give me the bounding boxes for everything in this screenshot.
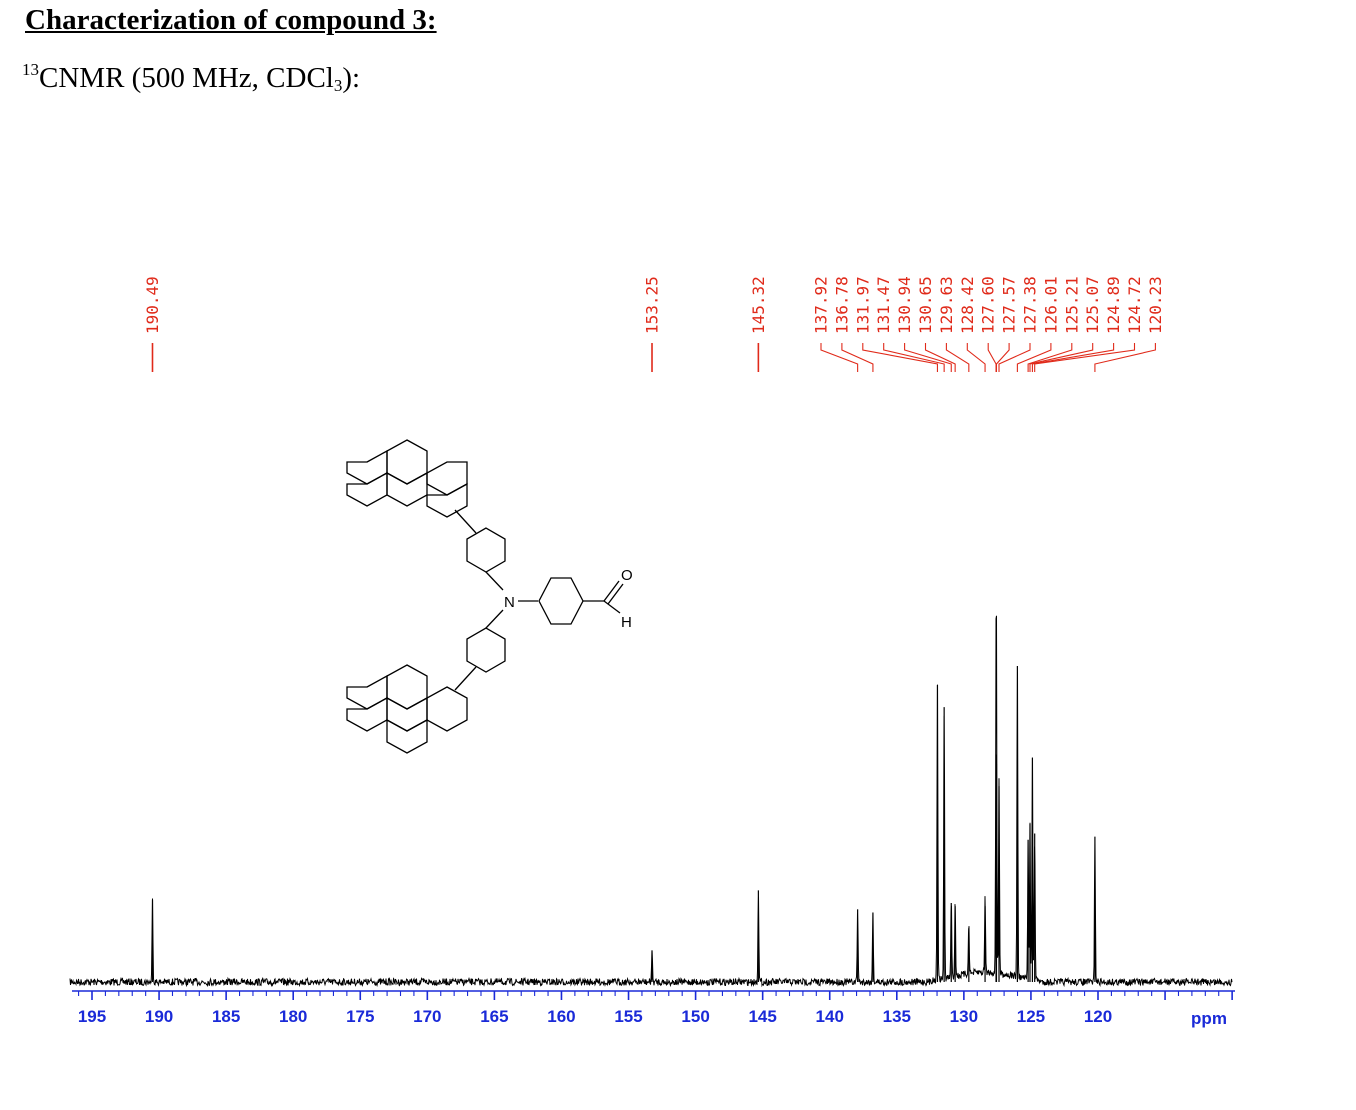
- nmr-conditions-text: CNMR (500 MHz, CDCl: [39, 62, 334, 94]
- peak-label-connector: [904, 343, 952, 372]
- phenyl-upper: [466, 527, 506, 573]
- peak-label-connector: [862, 343, 938, 372]
- peak-label-130.65: 130.65: [916, 276, 935, 334]
- peak-label-129.63: 129.63: [937, 276, 956, 334]
- tick-label-140: 140: [816, 1007, 844, 1026]
- spectrum-line: [69, 615, 1233, 988]
- peak-label-190.49: 190.49: [143, 276, 162, 334]
- peak-label-124.89: 124.89: [1104, 276, 1123, 334]
- pyrene-lower-ring-4: [386, 696, 428, 732]
- peak-label-connector: [987, 343, 997, 372]
- pyrene-upper-ring-2: [346, 449, 388, 485]
- peak-label-125.07: 125.07: [1083, 276, 1102, 334]
- peak-label-131.47: 131.47: [874, 276, 893, 334]
- tick-label-185: 185: [212, 1007, 240, 1026]
- tick-label-195: 195: [78, 1007, 106, 1026]
- oxygen-atom-label: O: [621, 567, 633, 584]
- peak-label-connectors: [151, 343, 1156, 372]
- phenyl-right: [538, 577, 584, 625]
- carbonyl-bond-2: [607, 583, 624, 605]
- pyrene-lower-ring-1: [386, 664, 428, 710]
- peak-label-connector: [924, 343, 956, 372]
- hydrogen-atom-label: H: [621, 614, 632, 631]
- peak-label-145.32: 145.32: [749, 276, 768, 334]
- peak-label-connector: [841, 343, 874, 372]
- tick-label-155: 155: [614, 1007, 642, 1026]
- peak-label-127.57: 127.57: [1000, 276, 1019, 334]
- spectrum-trace: [69, 615, 1233, 988]
- peak-labels: 190.49 153.25 145.32 137.92 136.78 131.97 131.…: [143, 276, 1165, 334]
- tick-label-170: 170: [413, 1007, 441, 1026]
- page-title: Characterization of compound 3:: [25, 4, 437, 36]
- peak-label-128.42: 128.42: [958, 276, 977, 334]
- tick-label-150: 150: [681, 1007, 709, 1026]
- peak-label-connector: [1094, 343, 1156, 372]
- peak-label-124.72: 124.72: [1125, 276, 1144, 334]
- tick-label-125: 125: [1017, 1007, 1045, 1026]
- pyrene-upper-ring-3: [426, 461, 468, 496]
- tick-label-130: 130: [950, 1007, 978, 1026]
- n-bond-upper: [485, 571, 504, 591]
- isotope-superscript: 13: [22, 60, 39, 79]
- peak-label-connector: [1034, 343, 1136, 372]
- peak-label-connector: [1029, 343, 1094, 372]
- aldehyde-h-bond: [603, 600, 621, 614]
- carbonyl-bond-1: [603, 580, 620, 602]
- pyrene-upper-ring-6: [426, 482, 468, 518]
- pyrene-upper-ring-4: [386, 471, 428, 507]
- peak-label-125.21: 125.21: [1062, 276, 1081, 334]
- peak-label-connector: [1016, 343, 1052, 372]
- peak-label-connector: [1027, 343, 1073, 372]
- solvent-subscript: 3: [333, 76, 343, 95]
- peak-label-126.01: 126.01: [1041, 276, 1060, 334]
- tick-label-175: 175: [346, 1007, 374, 1026]
- tick-label-135: 135: [883, 1007, 911, 1026]
- tick-label-165: 165: [480, 1007, 508, 1026]
- tick-label-190: 190: [145, 1007, 173, 1026]
- peak-label-connector: [945, 343, 970, 372]
- molecule-structure: [346, 439, 624, 754]
- peak-label-127.60: 127.60: [979, 276, 998, 334]
- peak-label-120.23: 120.23: [1146, 276, 1165, 334]
- nmr-conditions-close: ):: [342, 62, 361, 94]
- peak-label-connector: [966, 343, 986, 372]
- pyrene-lower-ring-5: [346, 696, 388, 732]
- tick-label-180: 180: [279, 1007, 307, 1026]
- peak-label-130.94: 130.94: [895, 276, 914, 334]
- peak-label-connector: [883, 343, 945, 372]
- pyrene-lower-ring-2: [426, 686, 468, 732]
- unit-label: ppm: [1191, 1009, 1227, 1028]
- pyrene-upper-bond: [454, 509, 477, 534]
- ppm-axis: 195 190 185 180 175 170 165 160 155 150 145 140 135 1…: [72, 990, 1235, 1028]
- peak-label-153.25: 153.25: [643, 276, 662, 334]
- phenyl-lower: [466, 627, 506, 673]
- pyrene-upper-ring-1: [386, 439, 428, 485]
- nitrogen-atom-label: N: [504, 594, 515, 611]
- pyrene-lower-ring-3: [346, 674, 388, 710]
- peak-label-136.78: 136.78: [832, 276, 851, 334]
- pyrene-lower-bond: [454, 666, 477, 691]
- peak-label-connector: [998, 343, 1031, 372]
- peak-label-127.38: 127.38: [1021, 276, 1040, 334]
- n-bond-lower: [485, 609, 504, 629]
- pyrene-lower-ring-6: [386, 718, 428, 754]
- peak-label-137.92: 137.92: [812, 276, 831, 334]
- tick-label-160: 160: [547, 1007, 575, 1026]
- peak-label-131.97: 131.97: [853, 276, 872, 334]
- peak-label-connector: [995, 343, 1010, 372]
- peak-label-connector: [820, 343, 859, 372]
- tick-label-145: 145: [748, 1007, 776, 1026]
- tick-label-120: 120: [1084, 1007, 1112, 1026]
- pyrene-upper-ring-5: [346, 471, 388, 507]
- nmr-conditions: 13CNMR (500 MHz, CDCl3):: [22, 60, 360, 96]
- peak-label-connector: [1031, 343, 1115, 372]
